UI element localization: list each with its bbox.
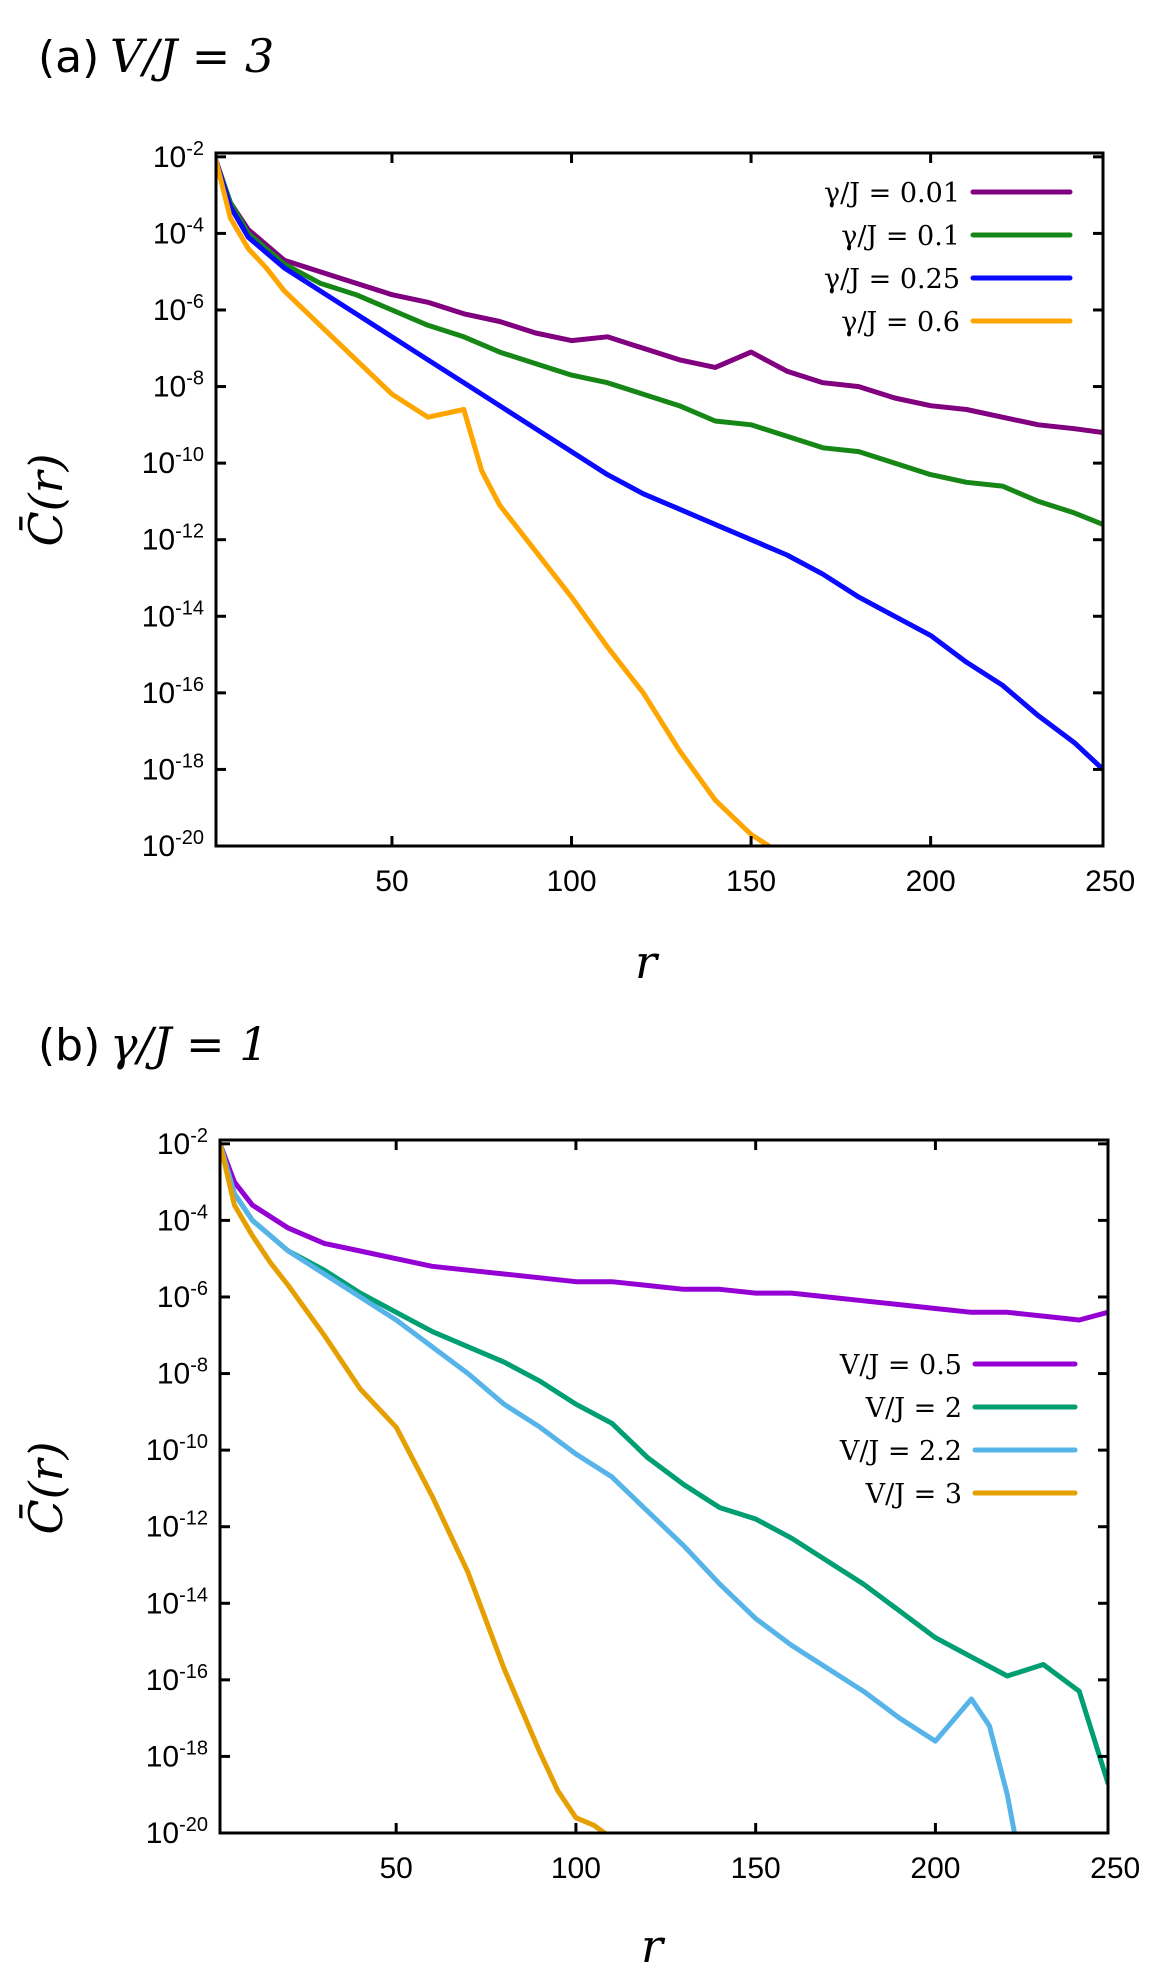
panel-b-legend: V/J = 0.5 V/J = 2 V/J = 2.2 V/J = 3 [839,1350,1078,1510]
panel-b-y-tick-label-2: 10-4 [157,1201,208,1237]
panel-a-x-tick-label-5: 250 [1085,865,1135,898]
panel-a-x-axis-label: r [635,935,660,989]
panel-b-x-axis-label: r [641,1919,666,1973]
panel-a-series-line-2 [216,158,1103,527]
panel-b-y-tick-label-5: 10-10 [146,1431,208,1467]
panel-b-y-tick-label-6: 10-12 [146,1508,208,1544]
panel-b-y-tick-label-9: 10-18 [146,1737,208,1773]
panel-b-y-tick-label-7: 10-14 [146,1584,208,1620]
panel-a-y-tick-label-6: 10-12 [142,521,204,557]
panel-b-x-tick-label-5: 250 [1090,1852,1140,1885]
panel-b-y-tick-label-8: 10-16 [146,1661,208,1697]
panel-b-y-tick-label-1: 10-2 [157,1125,208,1161]
panel-b-y-tick-label-4: 10-8 [157,1355,208,1391]
panel-a-y-tick-label-8: 10-16 [142,674,204,710]
panel-b-x-tick-label-4: 200 [910,1852,960,1885]
panel-b-x-tick-label-2: 100 [551,1852,601,1885]
panel-a-y-tick-label-9: 10-18 [142,750,204,786]
panel-b-label: (b) [38,1020,100,1071]
panel-a: (a) V/J = 3 50 100 150 200 250 10-2 10-4 10-6 10… [18,29,1136,989]
panel-a-x-tick-label-4: 200 [906,865,956,898]
panel-a-legend-label-2: γ/J = 0.1 [841,221,960,252]
panel-a-title: V/J = 3 [110,29,274,83]
panel-a-legend-label-3: γ/J = 0.25 [824,264,960,295]
panel-a-plot-frame [214,151,1105,848]
panel-a-y-tick-label-1: 10-2 [153,138,204,174]
panel-a-y-tick-label-4: 10-8 [153,368,204,404]
panel-a-ticks-group: 50 100 150 200 250 10-2 10-4 10-6 10-8 10-10 10-12… [142,138,1135,898]
panel-a-series-line-3 [216,158,1103,772]
panel-b-series-line-2 [220,1141,1108,1786]
panel-a-y-tick-label-10: 10-20 [142,827,204,863]
panel-a-x-tick-label-1: 50 [375,865,408,898]
panel-b-legend-label-4: V/J = 3 [865,1479,962,1510]
panel-a-legend-label-4: γ/J = 0.6 [841,307,960,338]
panel-a-legend: γ/J = 0.01 γ/J = 0.1 γ/J = 0.25 γ/J = 0.… [824,178,1073,338]
panel-b-x-tick-label-1: 50 [379,1852,412,1885]
panel-a-label: (a) [38,32,99,83]
panel-a-y-tick-label-3: 10-6 [153,291,204,327]
panel-b-legend-label-3: V/J = 2.2 [839,1436,962,1467]
panel-a-y-tick-label-2: 10-4 [153,214,204,250]
panel-b-legend-label-1: V/J = 0.5 [839,1350,962,1381]
panel-a-x-tick-label-2: 100 [546,865,596,898]
panel-b-series-line-3 [220,1141,1017,1833]
panel-b-legend-label-2: V/J = 2 [865,1393,962,1424]
panel-b-plot-frame [218,1138,1110,1835]
panel-a-y-tick-label-7: 10-14 [142,597,204,633]
panel-b-y-axis-label: C̄(r) [18,1441,73,1534]
panel-b-series-group [220,1141,1108,1833]
panel-a-x-tick-label-3: 150 [726,865,776,898]
panel-a-series-group [216,158,1103,846]
panel-a-series-line-4 [216,158,772,846]
panel-b-series-line-4 [220,1141,608,1833]
panel-b-y-tick-label-10: 10-20 [146,1814,208,1850]
panel-a-y-tick-label-5: 10-10 [142,444,204,480]
panel-a-y-axis-label: C̄(r) [18,453,73,546]
panel-b-series-line-1 [220,1141,1108,1323]
panel-a-series-line-1 [216,158,1103,435]
panel-b-x-tick-label-3: 150 [731,1852,781,1885]
panel-b-ticks-group: 50 100 150 200 250 10-2 10-4 10-6 10-8 10-10 10-12… [146,1125,1141,1885]
panel-b-title: γ/J = 1 [110,1017,268,1071]
panel-b-y-tick-label-3: 10-6 [157,1278,208,1314]
panel-b: (b) γ/J = 1 50 100 150 200 250 10-2 10-4 10-6 10… [18,1017,1141,1973]
panel-a-legend-label-1: γ/J = 0.01 [824,178,960,209]
